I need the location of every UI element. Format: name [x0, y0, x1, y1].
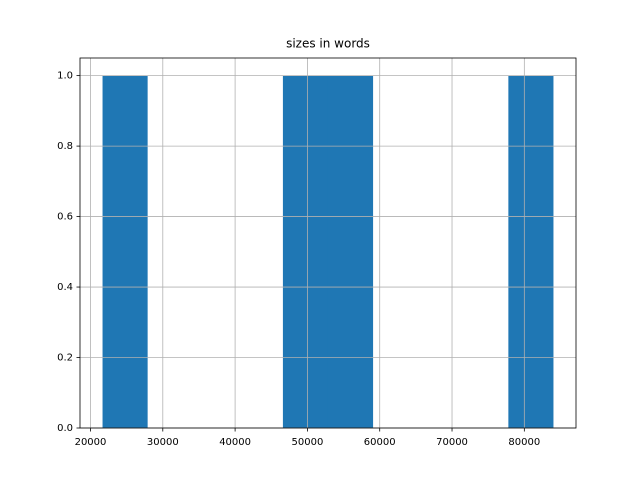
x-tick-label: 80000	[508, 437, 540, 448]
chart-title: sizes in words	[286, 37, 370, 51]
x-tick-label: 50000	[292, 437, 324, 448]
bar	[102, 75, 148, 428]
bar	[282, 75, 328, 428]
bar	[327, 75, 374, 428]
plot-frame	[79, 57, 577, 429]
x-tick-label: 20000	[75, 437, 107, 448]
x-tick-label: 70000	[436, 437, 468, 448]
x-tick-label: 60000	[364, 437, 396, 448]
y-tick-label: 0.8	[57, 141, 73, 152]
y-tick-label: 1.0	[57, 71, 73, 82]
x-tick-label: 30000	[147, 437, 179, 448]
y-tick-label: 0.6	[57, 212, 73, 223]
y-tick-label: 0.4	[57, 282, 73, 293]
bar	[508, 75, 554, 428]
y-tick-label: 0.2	[57, 353, 73, 364]
y-tick-label: 0.0	[57, 423, 73, 434]
x-tick-label: 40000	[219, 437, 251, 448]
